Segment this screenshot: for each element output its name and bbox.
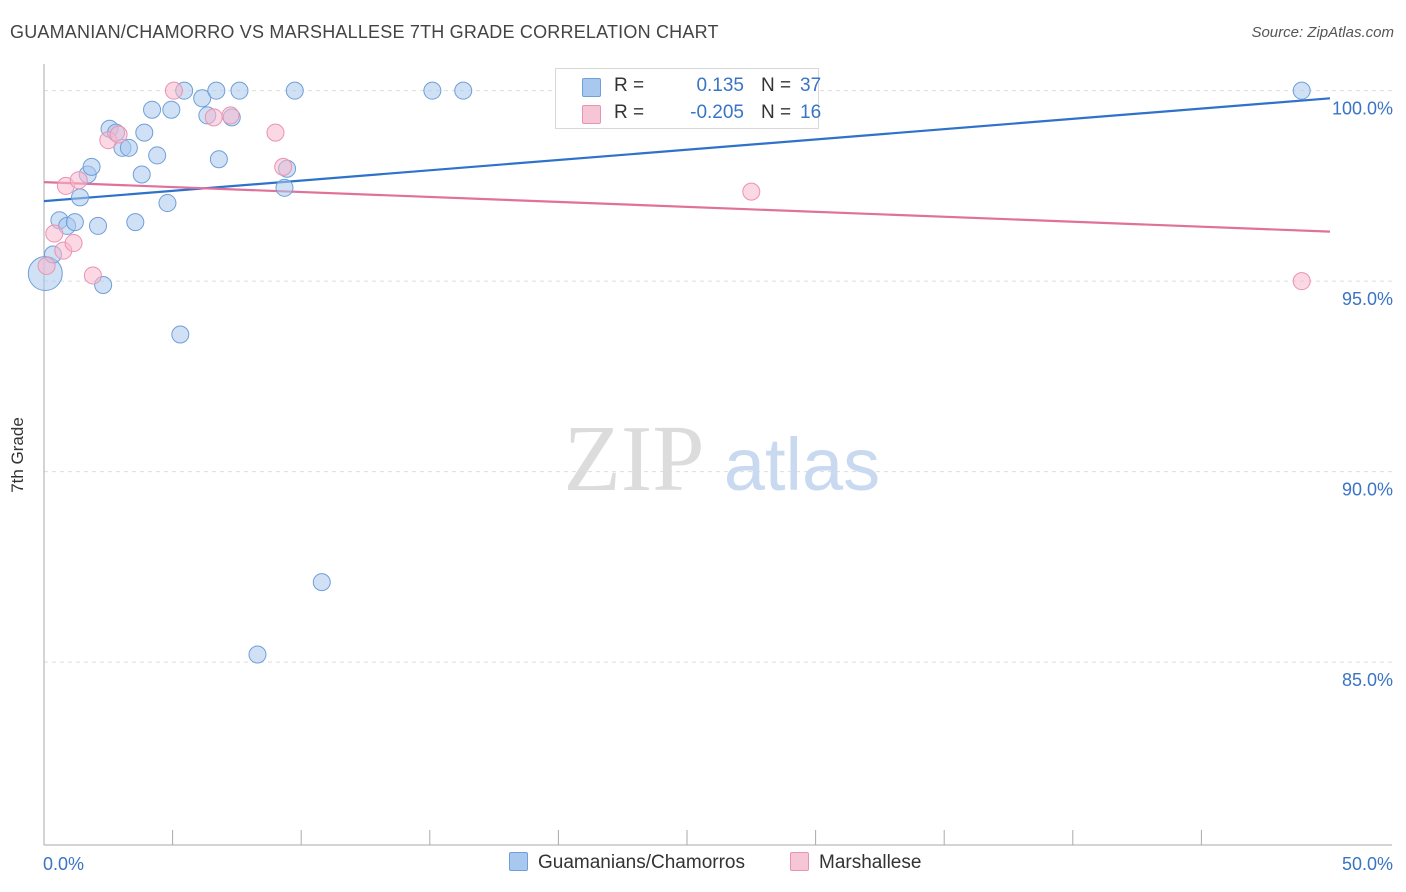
x-tick-label: 0.0% (43, 854, 84, 874)
chart-title: GUAMANIAN/CHAMORRO VS MARSHALLESE 7TH GR… (10, 22, 719, 42)
tick-labels: 100.0% 95.0% 90.0% 85.0% 0.0% 50.0% (43, 99, 1393, 874)
correlation-legend: R = 0.135 N = 37 R = -0.205 N = 16 (555, 68, 822, 129)
point-guamanian (148, 146, 167, 165)
point-guamanian (275, 178, 294, 197)
trend-line-guamanian (43, 97, 1331, 203)
point-guamanian (209, 150, 228, 169)
bottom-legend-swatch-guamanian (509, 852, 528, 871)
legend-n-value: 16 (800, 102, 822, 123)
point-guamanian (312, 573, 331, 592)
point-guamanian (454, 81, 473, 100)
point-guamanian (65, 213, 84, 232)
point-guamanian (158, 194, 177, 213)
x-tick-label: 50.0% (1342, 854, 1393, 874)
point-marshallese (204, 108, 223, 127)
point-marshallese (83, 266, 102, 285)
point-guamanian (1292, 81, 1311, 100)
legend-r-value: -0.205 (690, 102, 744, 123)
trend-line-marshallese (43, 181, 1331, 233)
y-tick-label: 100.0% (1332, 99, 1393, 119)
point-guamanian (82, 157, 101, 176)
y-tick-label: 95.0% (1342, 289, 1393, 309)
y-tick-label: 85.0% (1342, 670, 1393, 690)
point-marshallese (109, 125, 128, 144)
legend-n-value: 37 (800, 75, 822, 96)
point-guamanian (193, 89, 212, 108)
point-guamanian (71, 188, 90, 207)
point-marshallese (69, 171, 88, 190)
point-marshallese (274, 157, 293, 176)
legend-swatch-marshallese (582, 105, 601, 124)
legend-r-label: R = (614, 102, 645, 123)
source-label: Source: ZipAtlas.com (1251, 24, 1394, 41)
point-guamanian (285, 81, 304, 100)
legend-n-label: N = (761, 75, 792, 96)
point-guamanian (132, 165, 151, 184)
axes (43, 64, 1392, 846)
point-guamanian (230, 81, 249, 100)
point-marshallese (266, 123, 285, 142)
point-marshallese (742, 182, 761, 201)
legend-n-label: N = (761, 102, 792, 123)
bottom-legend-guamanian: Guamanians/Chamorros (509, 852, 745, 874)
point-guamanian (143, 100, 162, 119)
point-guamanian (248, 645, 267, 664)
data-points (27, 81, 1311, 664)
bottom-legend-swatch-marshallese (790, 852, 809, 871)
bottom-legend-marshallese: Marshallese (790, 852, 921, 874)
point-guamanian (423, 81, 442, 100)
gridlines (44, 90, 1392, 663)
point-guamanian (119, 138, 138, 157)
watermark: ZIP atlas (564, 407, 881, 511)
y-tick-label: 90.0% (1342, 480, 1393, 500)
point-guamanian (126, 213, 145, 232)
point-marshallese (1292, 272, 1311, 291)
watermark-zip: ZIP (564, 407, 705, 511)
point-marshallese (45, 224, 64, 243)
point-guamanian (89, 216, 108, 235)
bottom-legend-label-guamanian: Guamanians/Chamorros (538, 852, 745, 873)
point-guamanian (162, 100, 181, 119)
point-marshallese (64, 234, 83, 253)
legend-r-label: R = (614, 75, 645, 96)
point-guamanian (207, 81, 226, 100)
legend-r-value: 0.135 (696, 75, 744, 96)
bottom-legend-label-marshallese: Marshallese (819, 852, 922, 873)
point-marshallese (164, 81, 183, 100)
point-guamanian (171, 325, 190, 344)
point-marshallese (221, 106, 240, 125)
trend-lines (43, 97, 1331, 233)
watermark-atlas: atlas (724, 423, 880, 506)
point-marshallese (37, 256, 56, 275)
point-guamanian (135, 123, 154, 142)
legend-swatch-guamanian (582, 78, 601, 97)
